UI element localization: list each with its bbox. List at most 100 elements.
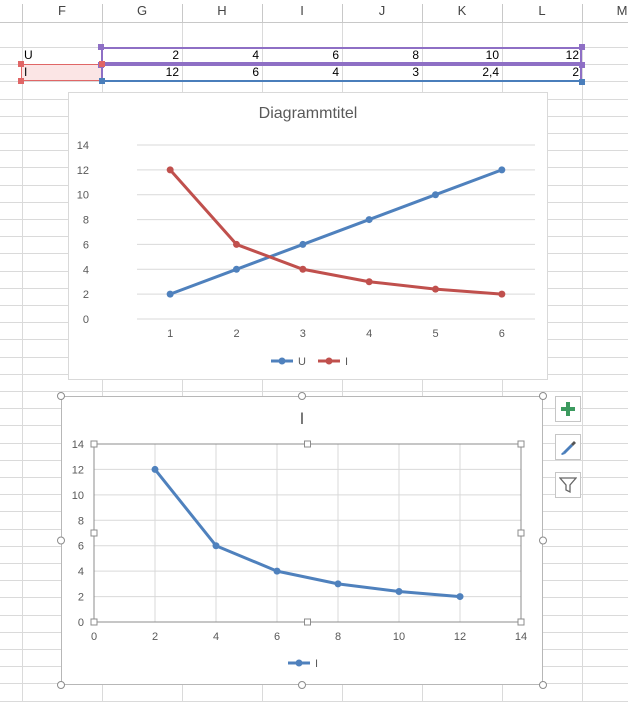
- column-header-g[interactable]: G: [136, 3, 148, 18]
- cell-value[interactable]: 8: [412, 48, 419, 62]
- x-tick-label: 3: [300, 328, 306, 340]
- x-tick-label: 8: [335, 631, 341, 643]
- column-header-m[interactable]: M: [616, 3, 628, 18]
- chart-plot[interactable]: 0 2 4 6 8 10 12 14 0 2 4 6 8 10 12 14 I: [62, 397, 542, 684]
- x-tick-label: 4: [366, 328, 372, 340]
- data-point: [212, 542, 220, 550]
- x-tick-label: 14: [515, 631, 527, 643]
- chart-styles-button[interactable]: [555, 434, 581, 460]
- cell-value[interactable]: 3: [412, 65, 419, 79]
- range-handle[interactable]: [579, 44, 585, 50]
- plot-area-handle: [90, 440, 98, 448]
- range-handle[interactable]: [99, 78, 105, 84]
- data-point: [432, 191, 439, 199]
- scatter-chart[interactable]: I 0 2 4 6 8 10 12 14 0 2 4 6 8 10 12 14 I: [61, 396, 543, 685]
- plot-area-handle: [304, 618, 311, 626]
- data-point: [456, 593, 464, 601]
- cell-value[interactable]: 2: [572, 65, 579, 79]
- cell-value[interactable]: 12: [565, 48, 579, 62]
- y-tick-label: 8: [83, 215, 89, 227]
- series-line-i: [169, 168, 502, 296]
- data-point: [299, 265, 307, 273]
- range-handle[interactable]: [18, 61, 24, 67]
- column-header-j[interactable]: J: [378, 3, 386, 18]
- cell-value[interactable]: 6: [252, 65, 259, 79]
- x-tick-label: 1: [167, 328, 173, 340]
- cell-value[interactable]: 10: [485, 48, 499, 62]
- y-tick-label: 12: [77, 165, 89, 177]
- x-tick-label: 2: [233, 328, 239, 340]
- y-tick-label: 10: [72, 490, 84, 502]
- y-tick-label: 4: [78, 566, 84, 578]
- data-point: [365, 278, 373, 286]
- row-label-u[interactable]: U: [24, 48, 33, 62]
- y-tick-label: 8: [78, 515, 84, 527]
- y-tick-label: 6: [83, 239, 89, 251]
- range-handle[interactable]: [579, 62, 585, 68]
- data-point: [299, 240, 307, 248]
- plot-area-handle: [517, 440, 525, 448]
- y-tick-label: 2: [83, 289, 89, 301]
- column-header-f[interactable]: F: [58, 3, 66, 18]
- legend-label: U: [298, 356, 306, 368]
- y-tick-label: 12: [72, 464, 84, 476]
- data-point: [365, 216, 373, 224]
- series-line-u: [169, 168, 503, 296]
- chart-elements-button[interactable]: [555, 396, 581, 422]
- x-tick-label: 10: [393, 631, 405, 643]
- data-point: [151, 465, 159, 473]
- y-tick-label: 0: [83, 314, 89, 326]
- x-tick-label: 4: [213, 631, 219, 643]
- x-tick-label: 0: [91, 631, 97, 643]
- plot-area-handle: [304, 440, 311, 448]
- range-handle[interactable]: [579, 79, 585, 85]
- data-point: [498, 290, 506, 298]
- y-tick-label: 6: [78, 541, 84, 553]
- range-handle[interactable]: [99, 61, 105, 67]
- funnel-icon: [559, 477, 577, 494]
- cell-value[interactable]: 2,4: [482, 65, 499, 79]
- data-point: [432, 285, 439, 293]
- y-tick-label: 14: [77, 140, 89, 152]
- cell-value[interactable]: 4: [252, 48, 259, 62]
- y-tick-label: 10: [77, 190, 89, 202]
- series-line-i: [153, 468, 461, 599]
- legend-marker: [325, 357, 333, 365]
- row-label-i[interactable]: I: [24, 65, 28, 79]
- header-bar: [0, 0, 628, 22]
- column-header-l[interactable]: L: [538, 3, 546, 18]
- legend-label: I: [315, 658, 318, 670]
- column-header-k[interactable]: K: [457, 3, 467, 18]
- chart-title[interactable]: Diagrammtitel: [258, 105, 358, 122]
- x-tick-label: 2: [152, 631, 158, 643]
- cell-value[interactable]: 6: [332, 48, 339, 62]
- range-handle[interactable]: [98, 44, 104, 50]
- x-tick-label: 5: [432, 328, 438, 340]
- column-header-h[interactable]: H: [217, 3, 227, 18]
- y-tick-label: 4: [83, 264, 89, 276]
- data-point: [166, 166, 174, 174]
- cell-value[interactable]: 12: [165, 65, 179, 79]
- column-header-i[interactable]: I: [300, 3, 304, 18]
- x-tick-label: 6: [274, 631, 280, 643]
- legend-marker: [295, 659, 303, 667]
- data-point: [498, 166, 506, 174]
- cell-value[interactable]: 4: [332, 65, 339, 79]
- plot-area-handle: [517, 529, 525, 537]
- cell-value[interactable]: 2: [172, 48, 179, 62]
- y-tick-label: 0: [78, 617, 84, 629]
- brush-icon: [561, 441, 576, 455]
- chart-filters-button[interactable]: [555, 472, 581, 498]
- x-tick-label: 6: [499, 328, 505, 340]
- plot-area-handle: [90, 529, 98, 537]
- legend-label: I: [345, 356, 348, 368]
- plot-area-handle: [517, 618, 525, 626]
- range-handle[interactable]: [18, 78, 24, 84]
- plot-area-handle: [90, 618, 98, 626]
- data-point: [233, 240, 240, 248]
- chart-title[interactable]: I: [299, 409, 305, 428]
- plus-icon: [561, 402, 575, 416]
- line-chart[interactable]: Diagrammtitel 0 2 4 6 8 10 12 14 1 2 3 4 5 6 U I: [68, 92, 548, 380]
- legend-marker: [278, 357, 286, 365]
